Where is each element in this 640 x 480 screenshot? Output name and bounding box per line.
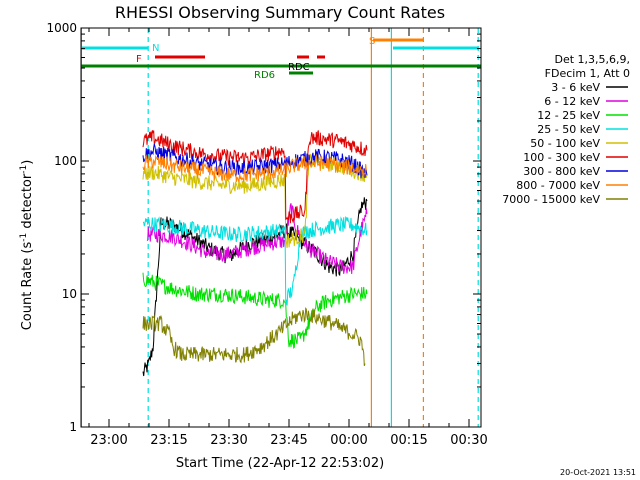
y-axis-label: Count Rate (s-1 detector-1) — [19, 160, 35, 331]
plot-area — [81, 28, 481, 427]
flag-label-n: N — [152, 43, 159, 54]
flag-label-f: F — [136, 54, 142, 65]
plot-frame — [80, 27, 482, 428]
chart-title: RHESSI Observing Summary Count Rates — [115, 3, 445, 22]
y-tick-label: 1000 — [46, 21, 77, 35]
x-tick-label: 23:15 — [150, 433, 187, 448]
legend: Det 1,3,5,6,9, FDecim 1, Att 0 3 - 6 keV… — [502, 53, 630, 206]
x-tick-label: 00:15 — [390, 433, 427, 448]
legend-header-2: FDecim 1, Att 0 — [545, 67, 630, 80]
flag-label-rdc: RDC — [288, 62, 310, 73]
x-tick-label: 00:00 — [330, 433, 367, 448]
y-label-sup1: -1 — [19, 233, 29, 242]
series-line — [142, 130, 368, 224]
x-tick-label: 00:30 — [450, 433, 487, 448]
legend-entry-label: 6 - 12 keV — [544, 95, 600, 108]
x-tick-label: 23:30 — [210, 433, 247, 448]
x-tick-label: 23:45 — [270, 433, 307, 448]
y-tick-label: 1 — [69, 420, 77, 434]
series-line — [142, 216, 368, 306]
y-label-end: ) — [20, 160, 35, 165]
legend-entry-label: 3 - 6 keV — [551, 81, 600, 94]
legend-header-1: Det 1,3,5,6,9, — [554, 53, 630, 66]
legend-entry-label: 12 - 25 keV — [537, 109, 600, 122]
legend-entry-label: 50 - 100 keV — [530, 137, 600, 150]
y-label-sup2: -1 — [19, 165, 29, 174]
series-line — [142, 307, 366, 366]
legend-entry-label: 7000 - 15000 keV — [502, 193, 600, 206]
y-label-mid: detector — [20, 173, 35, 233]
legend-entry-label: 300 - 800 keV — [523, 165, 600, 178]
series-line — [142, 272, 368, 349]
footer-timestamp: 20-Oct-2021 13:51 — [560, 468, 636, 477]
legend-entry-label: 100 - 300 keV — [523, 151, 600, 164]
flag-label-s: S — [369, 36, 375, 47]
series-line — [142, 153, 368, 183]
y-tick-label: 10 — [62, 287, 77, 301]
x-tick-label: 23:00 — [90, 433, 127, 448]
y-tick-label: 100 — [54, 154, 77, 168]
series-line — [146, 203, 368, 275]
legend-entry-label: 25 - 50 keV — [537, 123, 600, 136]
flag-label-rd6: RD6 — [254, 70, 275, 81]
legend-entry-label: 800 - 7000 keV — [516, 179, 600, 192]
y-label-main: Count Rate (s — [20, 242, 35, 331]
x-axis-label: Start Time (22-Apr-12 22:53:02) — [176, 456, 384, 471]
axes: 1 10 100 1000 23:00 23:15 23:30 23:45 00:00 00:15… — [46, 21, 487, 448]
